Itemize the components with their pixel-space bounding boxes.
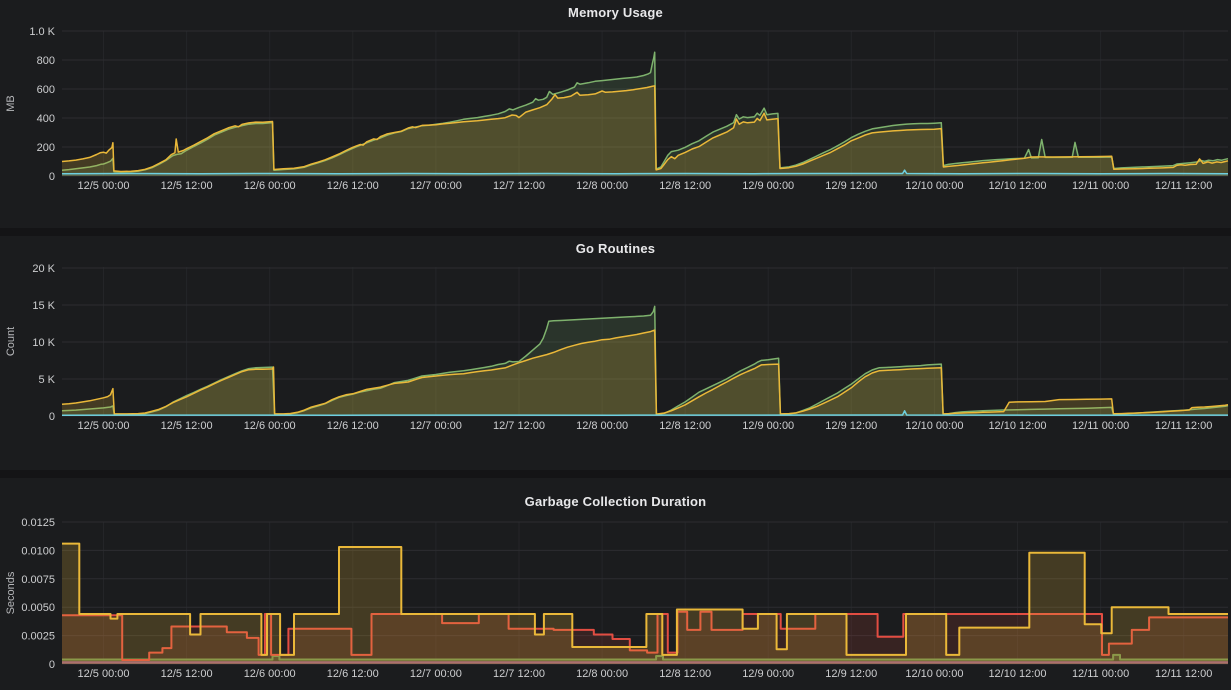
x-axis: 12/5 00:00 12/5 12:00 12/6 00:00 12/6 12:00… (78, 668, 1213, 680)
x-axis: 12/5 00:00 12/5 12:00 12/6 00:00 12/6 12:00… (78, 180, 1213, 192)
panel-title-garbage-collection-duration[interactable]: Garbage Collection Duration (524, 494, 707, 509)
series-line-yellow (61, 329, 1229, 415)
x-tick-label: 12/8 12:00 (659, 180, 711, 192)
y-axis-unit-label: MB (5, 95, 17, 112)
x-tick-label: 12/5 00:00 (78, 668, 130, 680)
x-tick-label: 12/10 00:00 (905, 420, 963, 432)
garbage-collection-duration-graph[interactable]: 12/5 00:00 12/5 12:00 12/6 00:00 12/6 12:00… (0, 478, 1231, 690)
panel-title-go-routines[interactable]: Go Routines (575, 241, 656, 256)
y-axis: 20 K 15 K 10 K 5 K 0 (32, 263, 1228, 423)
x-tick-label: 12/10 00:00 (905, 668, 963, 680)
x-tick-label: 12/8 00:00 (576, 668, 628, 680)
series-fill-yellow (62, 543, 1228, 664)
panel-gap (0, 470, 1231, 478)
x-grid (103, 31, 1185, 176)
y-tick-label: 0 (49, 171, 55, 183)
x-tick-label: 12/6 00:00 (244, 420, 296, 432)
x-tick-label: 12/6 00:00 (244, 668, 296, 680)
panel-gap (0, 228, 1231, 236)
x-tick-label: 12/6 12:00 (327, 668, 379, 680)
y-axis-unit-label: Seconds (5, 571, 17, 614)
x-tick-label: 12/10 00:00 (905, 180, 963, 192)
y-tick-label: 10 K (32, 337, 55, 349)
y-tick-label: 0.0100 (21, 545, 55, 557)
x-tick-label: 12/8 12:00 (659, 668, 711, 680)
x-tick-label: 12/11 12:00 (1155, 420, 1212, 432)
x-tick-label: 12/5 00:00 (78, 420, 130, 432)
x-tick-label: 12/11 00:00 (1072, 668, 1129, 680)
x-tick-label: 12/7 00:00 (410, 420, 462, 432)
x-tick-label: 12/7 00:00 (410, 180, 462, 192)
series-fill-yellow (62, 85, 1228, 176)
y-tick-label: 600 (37, 84, 55, 96)
y-axis: 1.0 K 800 600 400 200 0 (29, 26, 1228, 183)
x-tick-label: 12/9 12:00 (825, 668, 877, 680)
series-line-yellow (62, 542, 1228, 656)
y-tick-label: 20 K (32, 263, 55, 275)
y-tick-label: 0.0075 (21, 574, 55, 586)
x-tick-label: 12/6 00:00 (244, 180, 296, 192)
x-tick-label: 12/6 12:00 (327, 420, 379, 432)
x-tick-label: 12/9 00:00 (742, 668, 794, 680)
panel-title-memory-usage[interactable]: Memory Usage (568, 5, 663, 20)
panel-go-routines: Go Routines 12/5 00:00 12/5 12:00 12/6 00:… (0, 236, 1231, 470)
series-fill-cyan (62, 170, 1228, 176)
panel-memory-usage: Memory Usage 12/5 00:00 12/5 12:00 12/6 00… (0, 0, 1231, 228)
x-axis: 12/5 00:00 12/5 12:00 12/6 00:00 12/6 12:00… (78, 420, 1213, 432)
x-tick-label: 12/7 12:00 (493, 420, 545, 432)
series-fill-red (62, 611, 1228, 664)
series-line-red (62, 610, 1228, 661)
x-tick-label: 12/9 12:00 (825, 420, 877, 432)
x-tick-label: 12/7 12:00 (493, 668, 545, 680)
x-tick-label: 12/7 12:00 (493, 180, 545, 192)
x-tick-label: 12/5 12:00 (161, 420, 213, 432)
y-tick-label: 0.0025 (21, 631, 55, 643)
x-tick-label: 12/11 00:00 (1072, 180, 1129, 192)
series-line-cyan (61, 410, 1228, 416)
series-group (62, 542, 1228, 664)
series-fill-yellow (62, 330, 1228, 416)
go-routines-graph[interactable]: 12/5 00:00 12/5 12:00 12/6 00:00 12/6 12:00… (0, 236, 1231, 470)
x-tick-label: 12/5 12:00 (161, 180, 213, 192)
y-tick-label: 0 (49, 659, 55, 671)
x-tick-label: 12/5 12:00 (161, 668, 213, 680)
series-group (61, 51, 1229, 176)
y-tick-label: 0.0125 (21, 517, 55, 529)
y-tick-label: 800 (37, 55, 55, 67)
series-fill-green (62, 52, 1228, 176)
x-tick-label: 12/8 00:00 (576, 180, 628, 192)
y-tick-label: 0 (49, 411, 55, 423)
series-line-yellow (61, 85, 1229, 173)
series-fill-green (62, 306, 1228, 416)
x-tick-label: 12/8 12:00 (659, 420, 711, 432)
x-tick-label: 12/7 00:00 (410, 668, 462, 680)
memory-usage-graph[interactable]: 12/5 00:00 12/5 12:00 12/6 00:00 12/6 12:00… (0, 0, 1231, 228)
x-tick-label: 12/6 12:00 (327, 180, 379, 192)
y-tick-label: 400 (37, 113, 55, 125)
y-tick-label: 200 (37, 142, 55, 154)
x-tick-label: 12/10 12:00 (988, 668, 1046, 680)
series-fill-gc-green (62, 654, 1228, 664)
series-line-gc-green (62, 653, 1228, 661)
x-tick-label: 12/10 12:00 (988, 420, 1046, 432)
y-tick-label: 0.0050 (21, 602, 55, 614)
x-tick-label: 12/11 00:00 (1072, 420, 1129, 432)
y-tick-label: 1.0 K (29, 26, 55, 38)
x-tick-label: 12/9 12:00 (825, 180, 877, 192)
x-tick-label: 12/8 00:00 (576, 420, 628, 432)
series-line-cyan (61, 169, 1229, 175)
x-tick-label: 12/9 00:00 (742, 420, 794, 432)
x-grid (103, 522, 1185, 664)
x-tick-label: 12/10 12:00 (988, 180, 1046, 192)
series-group (61, 305, 1229, 416)
y-tick-label: 5 K (38, 374, 55, 386)
panel-garbage-collection-duration: Garbage Collection Duration 12/5 00:00 12… (0, 478, 1231, 690)
x-tick-label: 12/5 00:00 (78, 180, 130, 192)
x-tick-label: 12/9 00:00 (742, 180, 794, 192)
y-axis-unit-label: Count (5, 327, 17, 356)
x-tick-label: 12/11 12:00 (1155, 668, 1212, 680)
y-tick-label: 15 K (32, 300, 55, 312)
x-tick-label: 12/11 12:00 (1155, 180, 1212, 192)
